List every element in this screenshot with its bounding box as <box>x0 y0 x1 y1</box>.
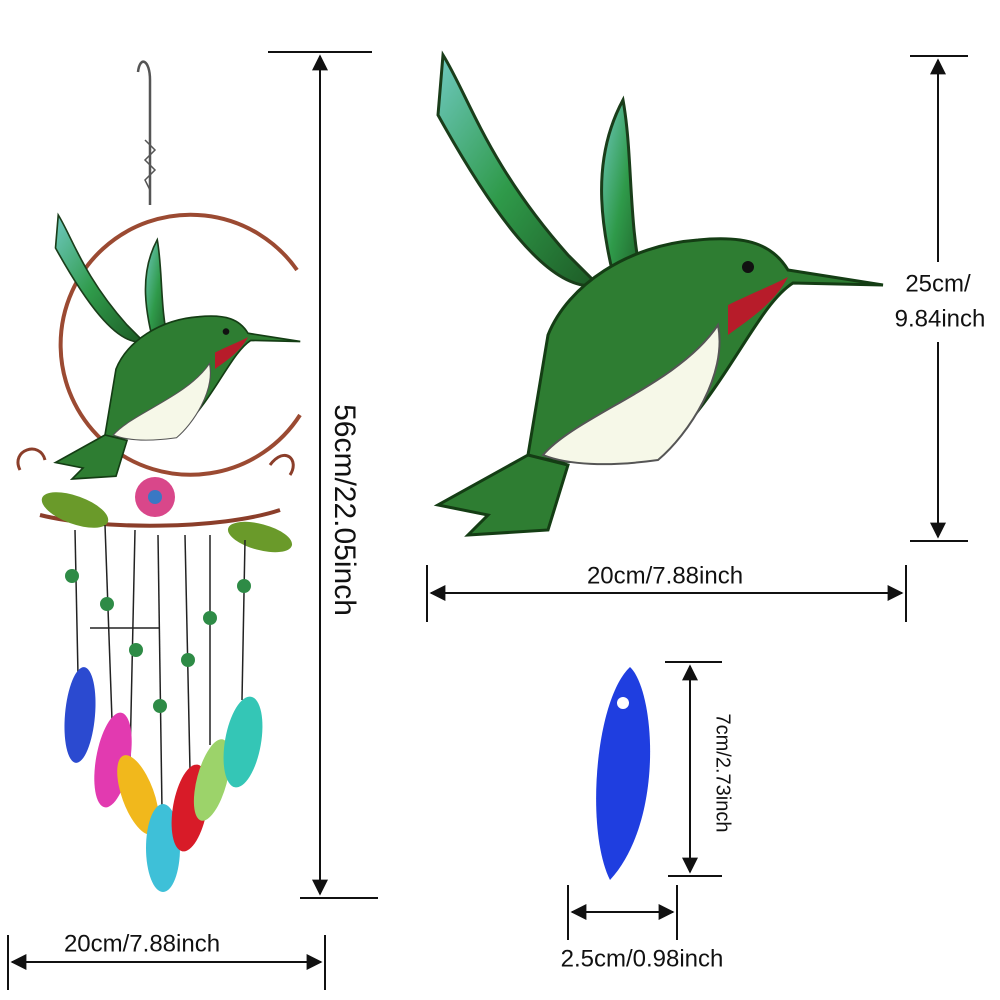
height-label: 7cm/2.73inch <box>712 714 734 833</box>
wind-chime-illustration <box>16 60 302 892</box>
height-label: 25cm/ <box>905 270 971 297</box>
width-label: 20cm/7.88inch <box>587 562 743 589</box>
height-label: 9.84inch <box>895 305 986 332</box>
hummingbird-dimensions: 25cm/ 9.84inch 20cm/7.88inch <box>426 55 986 622</box>
glass-piece-dimensions: 7cm/2.73inch 2.5cm/0.98inch <box>561 661 734 972</box>
height-label: 56cm/22.05inch <box>328 404 361 616</box>
width-label: 2.5cm/0.98inch <box>561 945 724 972</box>
wind-chime-dimensions: 56cm/22.05inch 20cm/7.88inch <box>7 51 378 990</box>
glass-piece-illustration <box>596 667 651 880</box>
hummingbird-illustration <box>436 53 885 537</box>
width-label: 20cm/7.88inch <box>64 930 220 957</box>
